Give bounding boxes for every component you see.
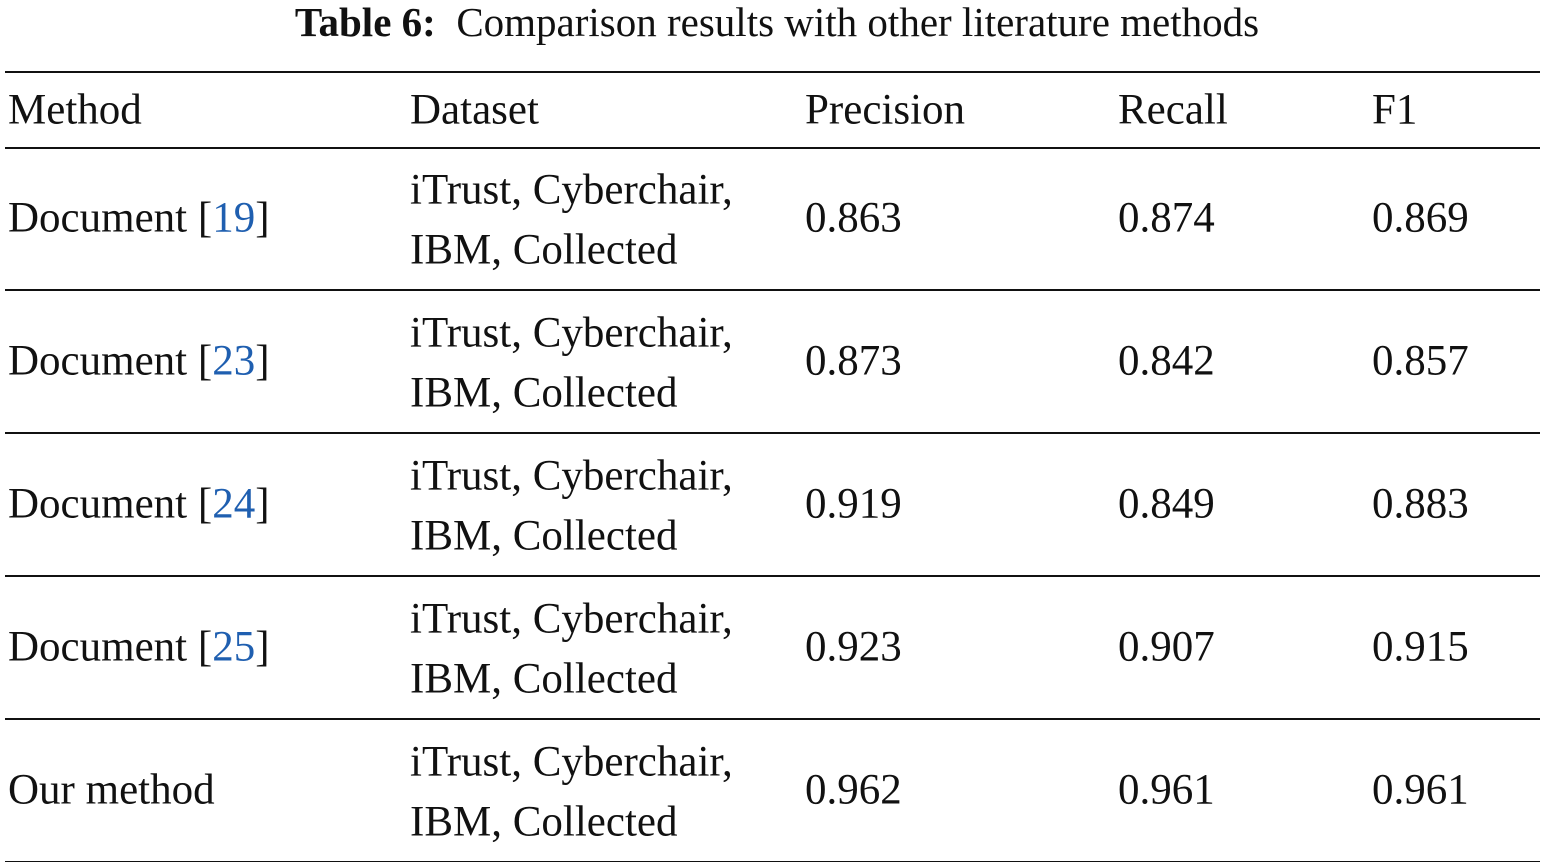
method-text: Document [ (8, 480, 213, 528)
precision-cell: 0.923 (805, 623, 902, 671)
recall-cell: 0.907 (1118, 623, 1215, 671)
precision-cell: 0.962 (805, 766, 902, 814)
top-rule (5, 71, 1540, 73)
dataset-line: iTrust, Cyberchair, (410, 738, 733, 786)
dataset-line: IBM, Collected (410, 226, 678, 274)
method-cell: Document [23] (8, 340, 270, 383)
header-cell: Dataset (410, 86, 539, 134)
method-text: Document [ (8, 337, 213, 385)
row-rule (5, 432, 1540, 434)
dataset-line: iTrust, Cyberchair, (410, 452, 733, 500)
precision-cell: 0.919 (805, 480, 902, 528)
f1-cell: 0.869 (1372, 194, 1469, 242)
citation: 19 (212, 194, 256, 242)
dataset-line: iTrust, Cyberchair, (410, 309, 733, 357)
header-rule (5, 147, 1540, 149)
citation: 24 (212, 480, 256, 528)
caption-label: Table 6: (294, 0, 436, 45)
f1-cell: 0.883 (1372, 480, 1469, 528)
precision-cell: 0.873 (805, 337, 902, 385)
method-text: Document [ (8, 194, 213, 242)
method-text: Our method (8, 766, 215, 814)
dataset-line: IBM, Collected (410, 798, 678, 846)
header-cell: F1 (1372, 86, 1418, 134)
f1-cell: 0.857 (1372, 337, 1469, 385)
method-text: Document [ (8, 623, 213, 671)
method-cell: Our method (8, 769, 215, 812)
dataset-line: iTrust, Cyberchair, (410, 595, 733, 643)
dataset-line: IBM, Collected (410, 512, 678, 560)
row-rule (5, 575, 1540, 577)
caption: Table 6: Comparison results with other l… (0, 0, 1554, 46)
f1-cell: 0.961 (1372, 766, 1469, 814)
method-text: ] (255, 194, 270, 242)
header-cell: Method (8, 86, 142, 134)
f1-cell: 0.915 (1372, 623, 1469, 671)
method-cell: Document [19] (8, 197, 270, 240)
method-text: ] (255, 337, 270, 385)
caption-text: Comparison results with other literature… (456, 0, 1260, 45)
recall-cell: 0.842 (1118, 337, 1215, 385)
method-cell: Document [24] (8, 483, 270, 526)
header-cell: Recall (1118, 86, 1228, 134)
dataset-line: IBM, Collected (410, 369, 678, 417)
dataset-line: iTrust, Cyberchair, (410, 166, 733, 214)
citation: 25 (212, 623, 256, 671)
recall-cell: 0.849 (1118, 480, 1215, 528)
method-text: ] (255, 480, 270, 528)
dataset-line: IBM, Collected (410, 655, 678, 703)
precision-cell: 0.863 (805, 194, 902, 242)
header-cell: Precision (805, 86, 966, 134)
citation: 23 (212, 337, 256, 385)
method-cell: Document [25] (8, 626, 270, 669)
row-rule (5, 718, 1540, 720)
method-text: ] (255, 623, 270, 671)
row-rule (5, 289, 1540, 291)
recall-cell: 0.961 (1118, 766, 1215, 814)
recall-cell: 0.874 (1118, 194, 1215, 242)
